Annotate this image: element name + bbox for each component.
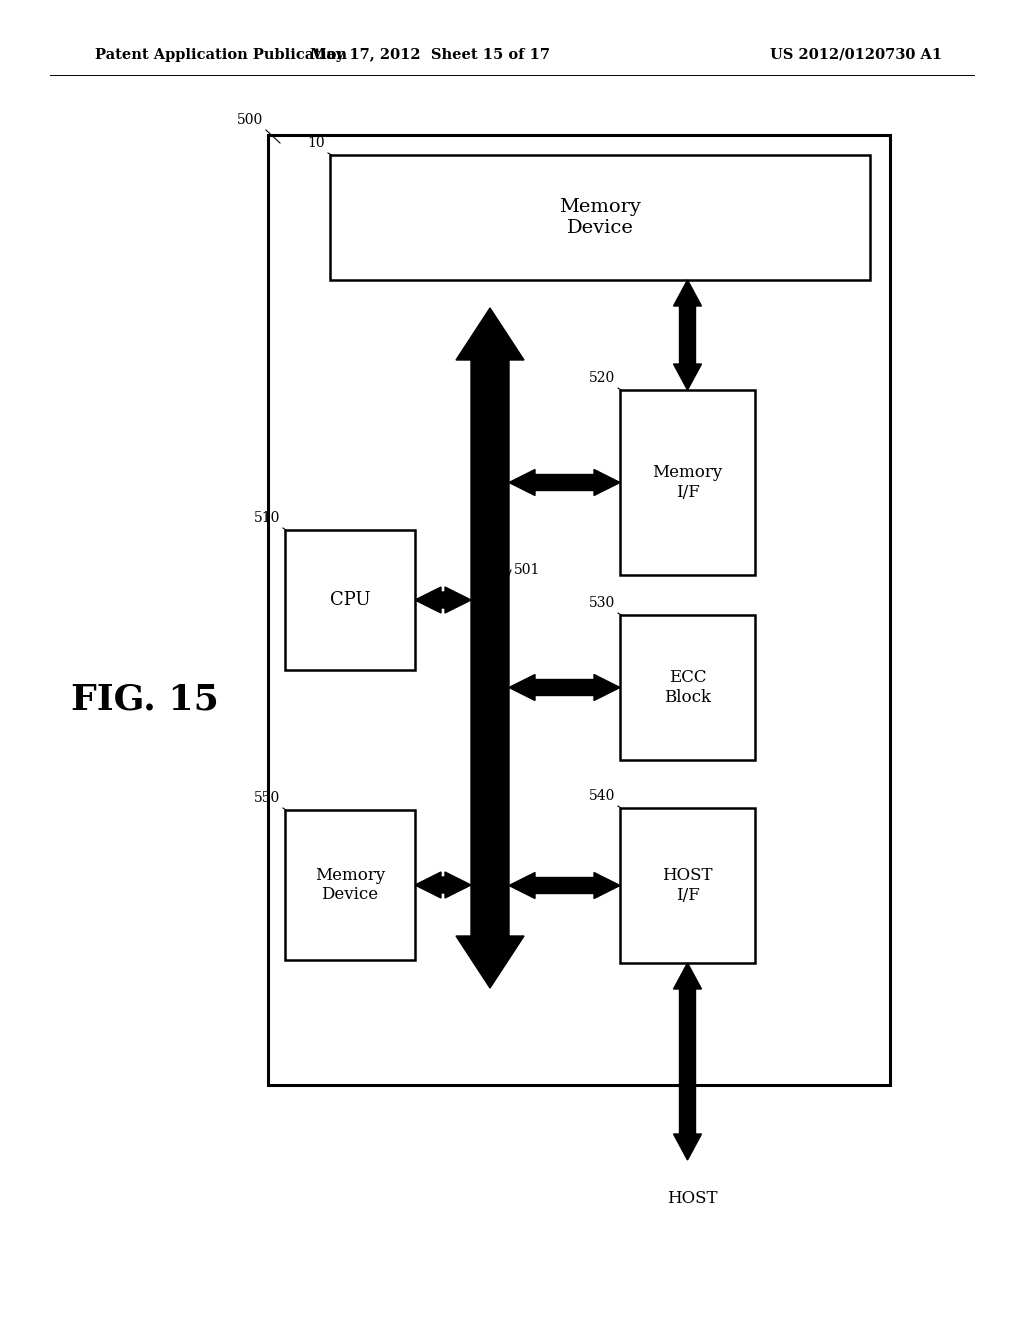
Bar — [268, 135, 890, 1085]
Text: CPU: CPU — [330, 591, 371, 609]
Polygon shape — [456, 308, 524, 987]
Bar — [285, 810, 415, 960]
Text: HOST: HOST — [668, 1191, 718, 1206]
Text: 550: 550 — [254, 791, 280, 805]
Bar — [285, 531, 415, 671]
Text: 520: 520 — [589, 371, 615, 385]
Polygon shape — [509, 470, 620, 495]
Bar — [620, 389, 755, 576]
Text: Patent Application Publication: Patent Application Publication — [95, 48, 347, 62]
Bar — [620, 615, 755, 760]
Text: 500: 500 — [237, 114, 263, 127]
Polygon shape — [674, 280, 701, 389]
Text: 510: 510 — [254, 511, 280, 525]
Text: Memory
Device: Memory Device — [559, 198, 641, 236]
Text: 540: 540 — [589, 789, 615, 803]
Polygon shape — [509, 675, 620, 701]
Text: HOST
I/F: HOST I/F — [663, 867, 713, 904]
Polygon shape — [674, 964, 701, 1160]
Text: 530: 530 — [589, 597, 615, 610]
Text: Memory
I/F: Memory I/F — [652, 465, 723, 500]
Text: 501: 501 — [514, 564, 541, 577]
Text: 10: 10 — [307, 136, 325, 150]
Bar — [620, 808, 755, 964]
Polygon shape — [415, 587, 471, 612]
Bar — [330, 154, 870, 280]
Text: Memory
Device: Memory Device — [314, 867, 385, 903]
Polygon shape — [509, 873, 620, 899]
Text: May 17, 2012  Sheet 15 of 17: May 17, 2012 Sheet 15 of 17 — [310, 48, 550, 62]
Polygon shape — [415, 873, 471, 898]
Text: ECC
Block: ECC Block — [664, 669, 711, 706]
Text: US 2012/0120730 A1: US 2012/0120730 A1 — [770, 48, 942, 62]
Text: FIG. 15: FIG. 15 — [71, 682, 219, 717]
